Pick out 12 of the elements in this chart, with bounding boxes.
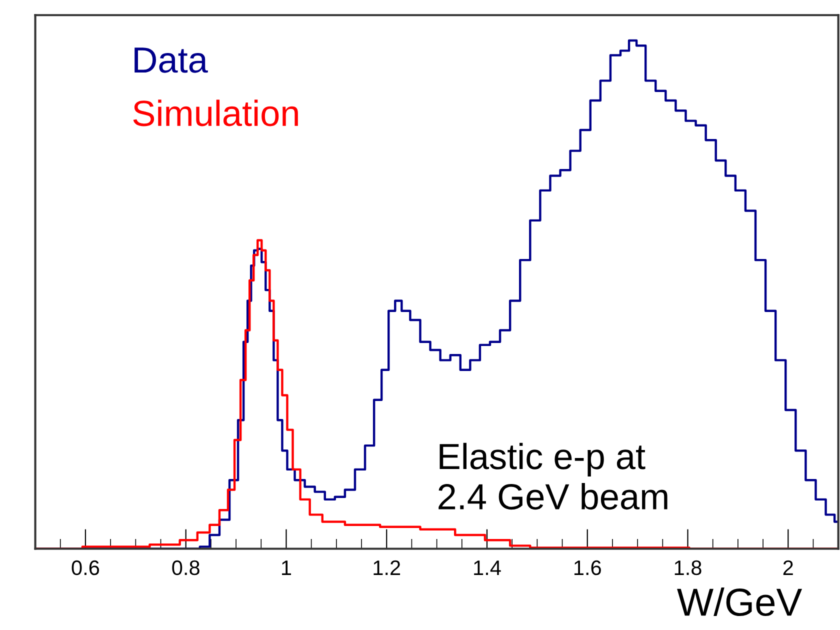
x-axis-title: W/GeV [677,587,802,616]
x-tick-label: 0.8 [172,560,200,576]
x-tick-label: 1 [282,560,292,575]
x-tick-label: 0.6 [72,560,100,576]
text: Simulation [133,100,298,126]
text: Data [134,48,208,73]
x-tick-label: 1.8 [674,560,702,576]
annotation: Elastic e-p at 2.4 GeV beam [438,442,668,510]
x-tick-label: 1.4 [474,560,501,575]
x-tick-label: 1.2 [374,560,400,575]
x-tick-label: 1.6 [574,560,601,576]
x-tick-label: 2 [783,560,793,575]
